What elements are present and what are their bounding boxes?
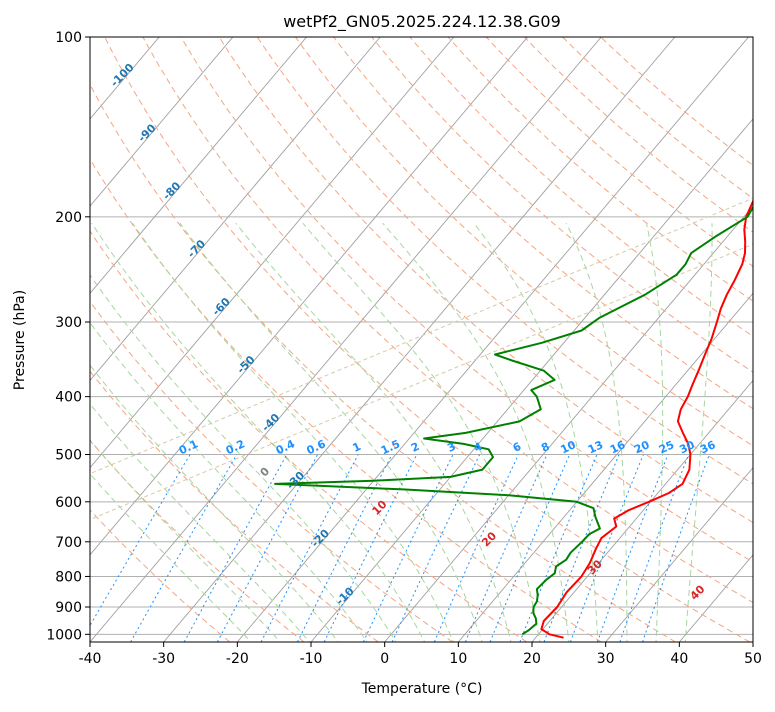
x-tick-label: 10: [449, 651, 467, 667]
isotherm-line: [237, 37, 748, 642]
dry-adiabat-line: [181, 37, 775, 642]
dry-adiabat-line: [105, 37, 750, 642]
mixing-ratio-line: [620, 455, 689, 643]
isotherm-line: [311, 37, 775, 642]
y-tick-label: 800: [55, 569, 82, 585]
mixing-ratio-line: [434, 455, 518, 643]
mixing-ratio-label: 30: [677, 438, 697, 456]
mixing-ratio-line: [544, 455, 619, 643]
mixing-ratio-line: [392, 455, 479, 643]
isotherm-label: -10: [333, 584, 356, 607]
y-tick-label: 1000: [46, 627, 82, 643]
moist-adiabat-line: [0, 223, 284, 646]
mixing-ratio-label: 2: [409, 440, 421, 455]
x-tick-label: -40: [79, 651, 102, 667]
mixing-ratio-label: 10: [559, 438, 579, 456]
dry-adiabat-line: [0, 37, 230, 642]
y-tick-label: 600: [55, 495, 82, 511]
mixing-ratio-line: [520, 455, 597, 643]
y-tick-label: 900: [55, 600, 82, 616]
dry-adiabat-line: [257, 37, 775, 642]
isotherm-line: [385, 37, 775, 642]
isotherm-line: [0, 37, 380, 642]
moist-adiabat-label: 0: [258, 464, 273, 479]
dry-adiabat-line: [143, 37, 775, 642]
moist-adiabat-line: [56, 223, 398, 646]
isotherm-label: -40: [259, 411, 282, 434]
x-tick-label: -10: [300, 651, 323, 667]
plot-frame: [90, 37, 753, 642]
moist-adiabat-line: [685, 223, 712, 646]
mixing-ratio-label: 6: [511, 440, 524, 455]
background-lines: [0, 37, 775, 646]
isotherm-line: [753, 37, 775, 642]
moist-adiabat-line: [647, 223, 663, 646]
moist-adiabat-line: [180, 223, 484, 646]
dry-adiabat-line: [601, 37, 775, 642]
mixing-ratio-line: [131, 455, 237, 643]
dry-adiabat-line: [0, 37, 527, 642]
y-tick-label: 300: [55, 315, 82, 331]
y-tick-label: 700: [55, 535, 82, 551]
mixing-ratio-label: 25: [657, 438, 676, 456]
x-axis-label: Temperature (°C): [361, 681, 483, 697]
x-tick-label: 0: [380, 651, 389, 667]
isotherm-label: -90: [135, 121, 158, 144]
isotherm-label: -30: [284, 469, 307, 492]
chart-title: wetPf2_GN05.2025.224.12.38.G09: [283, 12, 561, 32]
x-axis: -40 -30 -20 -10 0 10 20 30 40 50: [79, 642, 762, 667]
isotherm-line: [90, 37, 601, 642]
dry-adiabat-line: [28, 37, 601, 642]
mixing-ratio-label: 13: [586, 438, 605, 456]
mixing-ratio-line: [643, 455, 710, 643]
isotherm-line: [679, 37, 775, 642]
moist-adiabat-label: 30: [585, 557, 605, 577]
isotherm-label: -60: [210, 295, 233, 318]
isotherm-label: -20: [309, 526, 332, 549]
moist-adiabat-line: [0, 223, 341, 646]
dry-adiabat-line: [67, 37, 676, 642]
x-tick-label: 40: [670, 651, 688, 667]
y-tick-label: 200: [55, 210, 82, 226]
dry-adiabat-line: [219, 37, 775, 642]
x-tick-label: -20: [226, 651, 249, 667]
isotherm-line: [0, 37, 12, 642]
mixing-ratio-label: 1: [351, 440, 363, 455]
isotherm-label: -100: [108, 61, 137, 90]
mixing-ratio-label: 20: [632, 438, 652, 456]
y-tick-label: 400: [55, 390, 82, 406]
x-tick-label: 30: [597, 651, 615, 667]
isotherm-line: [532, 37, 775, 642]
y-tick-label: 100: [55, 30, 82, 46]
moist-adiabat-line: [0, 223, 255, 646]
y-tick-label: 500: [55, 448, 82, 464]
dry-adiabat-line: [0, 37, 378, 642]
mixing-ratio-label: 16: [608, 438, 628, 456]
y-axis-label: Pressure (hPa): [12, 290, 28, 390]
dry-adiabat-line: [410, 37, 775, 642]
mixing-ratio-label: 8: [539, 440, 551, 455]
x-tick-label: 50: [744, 651, 762, 667]
isotherm-label: -80: [160, 179, 183, 202]
isotherm-line: [458, 37, 775, 642]
x-tick-label: 20: [523, 651, 541, 667]
dry-adiabat-line: [524, 37, 775, 642]
moist-adiabat-label: 20: [479, 529, 499, 549]
y-axis: 100 200 300 400 500 600 700 800 900 1000: [46, 30, 90, 643]
mixing-ratio-line: [81, 455, 191, 643]
mixing-ratio-line: [184, 455, 287, 643]
dry-adiabat-line: [448, 37, 775, 642]
moist-adiabat-line: [236, 223, 512, 646]
x-tick-label: -30: [152, 651, 175, 667]
moist-adiabat-line: [92, 223, 427, 646]
moist-adiabat-label: 40: [688, 582, 708, 602]
